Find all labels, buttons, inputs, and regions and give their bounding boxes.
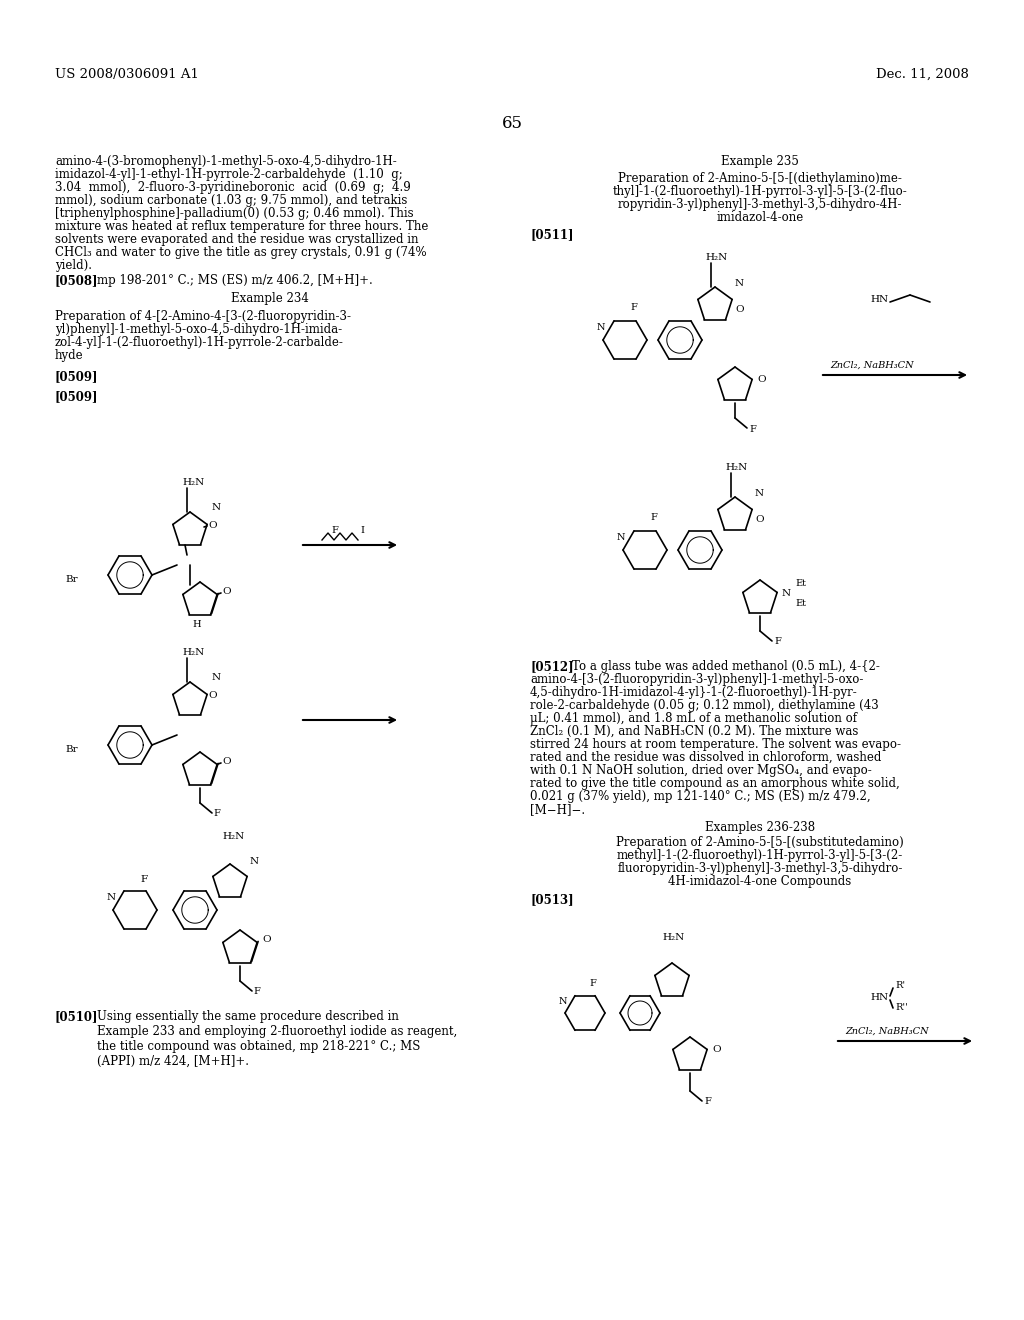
- Text: I: I: [360, 525, 364, 535]
- Text: Example 235: Example 235: [721, 154, 799, 168]
- Text: [0509]: [0509]: [55, 389, 98, 403]
- Text: O: O: [262, 936, 270, 945]
- Text: imidazol-4-yl]-1-ethyl-1H-pyrrole-2-carbaldehyde  (1.10  g;: imidazol-4-yl]-1-ethyl-1H-pyrrole-2-carb…: [55, 168, 402, 181]
- Text: O: O: [208, 520, 217, 529]
- Text: [M−H]−.: [M−H]−.: [530, 803, 585, 816]
- Text: hyde: hyde: [55, 348, 84, 362]
- Text: μL; 0.41 mmol), and 1.8 mL of a methanolic solution of: μL; 0.41 mmol), and 1.8 mL of a methanol…: [530, 711, 857, 725]
- Text: F: F: [630, 304, 637, 313]
- Text: with 0.1 N NaOH solution, dried over MgSO₄, and evapo-: with 0.1 N NaOH solution, dried over MgS…: [530, 764, 871, 777]
- Text: Using essentially the same procedure described in
Example 233 and employing 2-fl: Using essentially the same procedure des…: [97, 1010, 458, 1068]
- Text: R'': R'': [895, 1003, 908, 1012]
- Text: H₂N: H₂N: [725, 463, 748, 473]
- Text: role-2-carbaldehyde (0.05 g; 0.12 mmol), diethylamine (43: role-2-carbaldehyde (0.05 g; 0.12 mmol),…: [530, 700, 879, 711]
- Text: O: O: [208, 690, 217, 700]
- Text: HN: HN: [870, 296, 888, 305]
- Text: [0508]: [0508]: [55, 275, 98, 286]
- Text: ZnCl₂, NaBH₃CN: ZnCl₂, NaBH₃CN: [830, 360, 913, 370]
- Text: HN: HN: [870, 994, 888, 1002]
- Text: yield).: yield).: [55, 259, 92, 272]
- Text: yl)phenyl]-1-methyl-5-oxo-4,5-dihydro-1H-imida-: yl)phenyl]-1-methyl-5-oxo-4,5-dihydro-1H…: [55, 323, 342, 337]
- Text: [0512]: [0512]: [530, 660, 573, 673]
- Text: F: F: [650, 513, 656, 523]
- Text: [0510]: [0510]: [55, 1010, 98, 1023]
- Text: F: F: [332, 525, 339, 535]
- Text: ZnCl₂, NaBH₃CN: ZnCl₂, NaBH₃CN: [845, 1027, 929, 1035]
- Text: Et: Et: [795, 598, 806, 607]
- Text: F: F: [589, 979, 596, 989]
- Text: [triphenylphosphine]-palladium(0) (0.53 g; 0.46 mmol). This: [triphenylphosphine]-palladium(0) (0.53 …: [55, 207, 414, 220]
- Text: 65: 65: [502, 115, 522, 132]
- Text: F: F: [774, 638, 781, 647]
- Text: mixture was heated at reflux temperature for three hours. The: mixture was heated at reflux temperature…: [55, 220, 428, 234]
- Text: H₂N: H₂N: [705, 253, 727, 261]
- Text: O: O: [757, 375, 766, 384]
- Text: N: N: [782, 589, 792, 598]
- Text: ropyridin-3-yl)phenyl]-3-methyl-3,5-dihydro-4H-: ropyridin-3-yl)phenyl]-3-methyl-3,5-dihy…: [617, 198, 902, 211]
- Text: R': R': [895, 981, 905, 990]
- Text: 4,5-dihydro-1H-imidazol-4-yl}-1-(2-fluoroethyl)-1H-pyr-: 4,5-dihydro-1H-imidazol-4-yl}-1-(2-fluor…: [530, 686, 858, 700]
- Text: amino-4-[3-(2-fluoropyridin-3-yl)phenyl]-1-methyl-5-oxo-: amino-4-[3-(2-fluoropyridin-3-yl)phenyl]…: [530, 673, 863, 686]
- Text: O: O: [735, 305, 743, 314]
- Text: F: F: [253, 986, 260, 995]
- Text: Preparation of 2-Amino-5-[5-[(substitutedamino): Preparation of 2-Amino-5-[5-[(substitute…: [616, 836, 904, 849]
- Text: methyl]-1-(2-fluoroethyl)-1H-pyrrol-3-yl]-5-[3-(2-: methyl]-1-(2-fluoroethyl)-1H-pyrrol-3-yl…: [616, 849, 903, 862]
- Text: amino-4-(3-bromophenyl)-1-methyl-5-oxo-4,5-dihydro-1H-: amino-4-(3-bromophenyl)-1-methyl-5-oxo-4…: [55, 154, 396, 168]
- Text: N: N: [212, 503, 221, 512]
- Text: O: O: [755, 516, 764, 524]
- Text: 4H-imidazol-4-one Compounds: 4H-imidazol-4-one Compounds: [669, 875, 852, 888]
- Text: N: N: [212, 673, 221, 682]
- Text: H₂N: H₂N: [222, 832, 245, 841]
- Text: CHCl₃ and water to give the title as grey crystals, 0.91 g (74%: CHCl₃ and water to give the title as gre…: [55, 246, 427, 259]
- Text: US 2008/0306091 A1: US 2008/0306091 A1: [55, 69, 199, 81]
- Text: [0513]: [0513]: [530, 894, 573, 906]
- Text: H₂N: H₂N: [182, 648, 204, 657]
- Text: imidazol-4-one: imidazol-4-one: [717, 211, 804, 224]
- Text: rated and the residue was dissolved in chloroform, washed: rated and the residue was dissolved in c…: [530, 751, 882, 764]
- Text: Et: Et: [795, 578, 806, 587]
- Text: H₂N: H₂N: [182, 478, 204, 487]
- Text: stirred 24 hours at room temperature. The solvent was evapo-: stirred 24 hours at room temperature. Th…: [530, 738, 901, 751]
- Text: 0.021 g (37% yield), mp 121-140° C.; MS (ES) m/z 479.2,: 0.021 g (37% yield), mp 121-140° C.; MS …: [530, 789, 870, 803]
- Text: fluoropyridin-3-yl)phenyl]-3-methyl-3,5-dihydro-: fluoropyridin-3-yl)phenyl]-3-methyl-3,5-…: [617, 862, 903, 875]
- Text: N: N: [106, 894, 116, 903]
- Text: F: F: [213, 808, 220, 817]
- Text: [0509]: [0509]: [55, 370, 98, 383]
- Text: To a glass tube was added methanol (0.5 mL), 4-{2-: To a glass tube was added methanol (0.5 …: [572, 660, 880, 673]
- Text: N: N: [250, 858, 259, 866]
- Text: F: F: [705, 1097, 711, 1106]
- Text: mmol), sodium carbonate (1.03 g; 9.75 mmol), and tetrakis: mmol), sodium carbonate (1.03 g; 9.75 mm…: [55, 194, 408, 207]
- Text: Preparation of 4-[2-Amino-4-[3-(2-fluoropyridin-3-: Preparation of 4-[2-Amino-4-[3-(2-fluoro…: [55, 310, 351, 323]
- Text: 3.04  mmol),  2-fluoro-3-pyridineboronic  acid  (0.69  g;  4.9: 3.04 mmol), 2-fluoro-3-pyridineboronic a…: [55, 181, 411, 194]
- Text: N: N: [559, 998, 567, 1006]
- Text: mp 198-201° C.; MS (ES) m/z 406.2, [M+H]+.: mp 198-201° C.; MS (ES) m/z 406.2, [M+H]…: [97, 275, 373, 286]
- Text: O: O: [712, 1045, 721, 1055]
- Text: F: F: [749, 425, 756, 433]
- Text: ZnCl₂ (0.1 M), and NaBH₃CN (0.2 M). The mixture was: ZnCl₂ (0.1 M), and NaBH₃CN (0.2 M). The …: [530, 725, 858, 738]
- Text: N: N: [735, 279, 744, 288]
- Text: rated to give the title compound as an amorphous white solid,: rated to give the title compound as an a…: [530, 777, 900, 789]
- Text: Example 234: Example 234: [231, 292, 309, 305]
- Text: zol-4-yl]-1-(2-fluoroethyl)-1H-pyrrole-2-carbalde-: zol-4-yl]-1-(2-fluoroethyl)-1H-pyrrole-2…: [55, 337, 344, 348]
- Text: Preparation of 2-Amino-5-[5-[(diethylamino)me-: Preparation of 2-Amino-5-[5-[(diethylami…: [618, 172, 902, 185]
- Text: N: N: [755, 488, 764, 498]
- Text: O: O: [222, 587, 230, 597]
- Text: H₂N: H₂N: [662, 933, 684, 942]
- Text: H: H: [193, 620, 201, 630]
- Text: Dec. 11, 2008: Dec. 11, 2008: [877, 69, 969, 81]
- Text: O: O: [222, 758, 230, 767]
- Text: Br: Br: [66, 746, 78, 755]
- Text: Br: Br: [66, 576, 78, 585]
- Text: F: F: [140, 875, 147, 884]
- Text: solvents were evaporated and the residue was crystallized in: solvents were evaporated and the residue…: [55, 234, 419, 246]
- Text: Examples 236-238: Examples 236-238: [705, 821, 815, 834]
- Text: [0511]: [0511]: [530, 228, 573, 242]
- Text: N: N: [597, 323, 605, 333]
- Text: thyl]-1-(2-fluoroethyl)-1H-pyrrol-3-yl]-5-[3-(2-fluo-: thyl]-1-(2-fluoroethyl)-1H-pyrrol-3-yl]-…: [612, 185, 907, 198]
- Text: N: N: [616, 533, 626, 543]
